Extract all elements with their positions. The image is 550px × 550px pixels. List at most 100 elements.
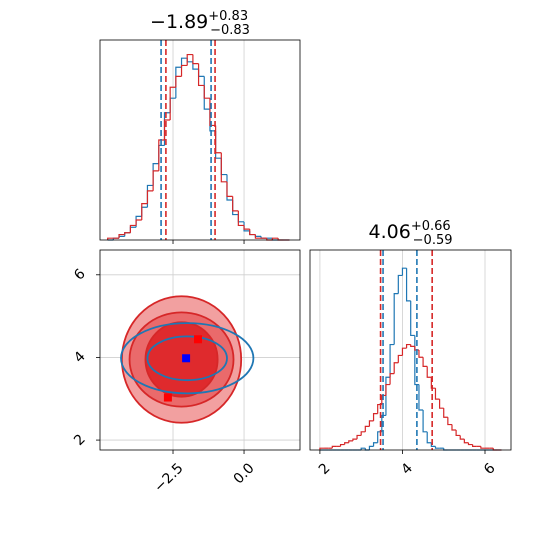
histogram-step <box>447 417 452 426</box>
histogram-step <box>368 420 374 427</box>
histogram-step <box>372 442 378 447</box>
histogram-step <box>451 424 457 431</box>
histogram-step <box>232 196 239 212</box>
histogram-step <box>467 442 473 446</box>
title-minus: −0.83 <box>210 23 250 38</box>
contour-level <box>120 322 255 395</box>
histogram-step <box>434 446 440 449</box>
axes-frame <box>99 249 301 451</box>
point-marker <box>194 335 203 344</box>
histogram-step <box>141 203 148 220</box>
x-tick-label: 0.0 <box>231 460 258 487</box>
histogram-step <box>356 434 362 440</box>
histogram-step <box>180 57 188 68</box>
histogram-step <box>352 438 358 441</box>
histogram-step <box>146 190 154 204</box>
panel: −2.5 0.0 2 4 6 <box>71 249 301 496</box>
histogram-step <box>135 219 142 226</box>
histogram-step <box>215 125 222 154</box>
histogram-step <box>434 388 440 400</box>
histogram-step <box>192 54 199 65</box>
histogram-step <box>186 58 193 63</box>
histogram-step <box>401 347 407 356</box>
histogram-step <box>319 447 325 450</box>
x-tick-label: −2.5 <box>151 460 186 495</box>
panel: 2 4 6 <box>309 249 512 478</box>
histogram-step <box>364 425 370 432</box>
histogram-step <box>249 229 256 236</box>
histogram-step <box>480 446 485 449</box>
histogram-step <box>418 350 424 358</box>
histogram-step <box>243 221 250 232</box>
histogram-step <box>237 214 245 223</box>
histogram-step <box>426 431 432 444</box>
x-tick-label: 4 <box>398 460 416 478</box>
histogram-step <box>393 362 399 374</box>
histogram-step <box>254 234 262 237</box>
histogram-step <box>393 293 399 345</box>
histogram-step <box>348 440 353 443</box>
histogram-step <box>438 399 444 409</box>
histogram-step <box>215 130 222 159</box>
histogram-step <box>197 69 205 77</box>
panel <box>99 39 301 244</box>
histogram-step <box>405 268 411 302</box>
histogram-step <box>422 410 428 433</box>
histogram-step <box>271 237 279 240</box>
histogram-step <box>385 376 391 416</box>
contour-level <box>144 321 219 398</box>
histogram-step <box>118 233 125 239</box>
histogram-step <box>414 335 419 386</box>
histogram-step <box>443 408 448 418</box>
histogram-step <box>389 373 395 385</box>
histogram-step <box>405 343 411 349</box>
axes-frame <box>99 39 301 241</box>
title-value: −1.89 <box>150 11 208 33</box>
histogram-step <box>410 300 415 337</box>
histogram-step <box>360 431 366 436</box>
histogram-step <box>463 439 469 444</box>
histogram-step <box>397 274 403 294</box>
histogram-step <box>418 384 424 411</box>
histogram-step <box>135 215 142 228</box>
histogram-step <box>472 444 477 447</box>
y-tick-label: 6 <box>71 266 89 284</box>
histogram-step <box>107 237 114 240</box>
histogram-step <box>232 200 239 216</box>
histogram-step <box>203 85 210 99</box>
title-plus: +0.66 <box>411 219 451 234</box>
title-minus: −0.59 <box>413 233 453 248</box>
histogram-step <box>430 442 436 447</box>
histogram-step <box>331 445 337 449</box>
histogram-step <box>422 357 428 367</box>
histogram-step <box>381 394 386 405</box>
histogram-step <box>169 86 176 120</box>
point-marker <box>163 393 172 402</box>
panel-title: −1.89+0.83 −0.83 <box>150 9 250 38</box>
histogram-step <box>220 152 227 183</box>
histogram-step <box>141 206 148 217</box>
histogram-step <box>186 53 193 66</box>
histogram-step <box>152 163 159 186</box>
histogram-step <box>339 443 345 447</box>
histogram-step <box>360 447 366 450</box>
histogram-step <box>152 170 159 191</box>
histogram-step <box>175 66 182 99</box>
histogram-step <box>381 414 386 432</box>
histogram-step <box>368 445 374 450</box>
histogram-step <box>397 354 403 363</box>
axes-frame <box>309 249 512 451</box>
histogram-step <box>180 64 188 77</box>
histogram-step <box>430 377 436 389</box>
histogram-step <box>372 413 378 421</box>
y-tick-label: 4 <box>71 349 89 367</box>
histogram-step <box>220 158 227 176</box>
histogram-step <box>410 344 415 347</box>
histogram-step <box>163 119 171 140</box>
histogram-step <box>129 224 137 233</box>
histogram-step <box>197 63 205 87</box>
histogram-step <box>146 184 154 208</box>
histogram-step <box>203 76 210 110</box>
title-value: 4.06 <box>369 221 411 243</box>
